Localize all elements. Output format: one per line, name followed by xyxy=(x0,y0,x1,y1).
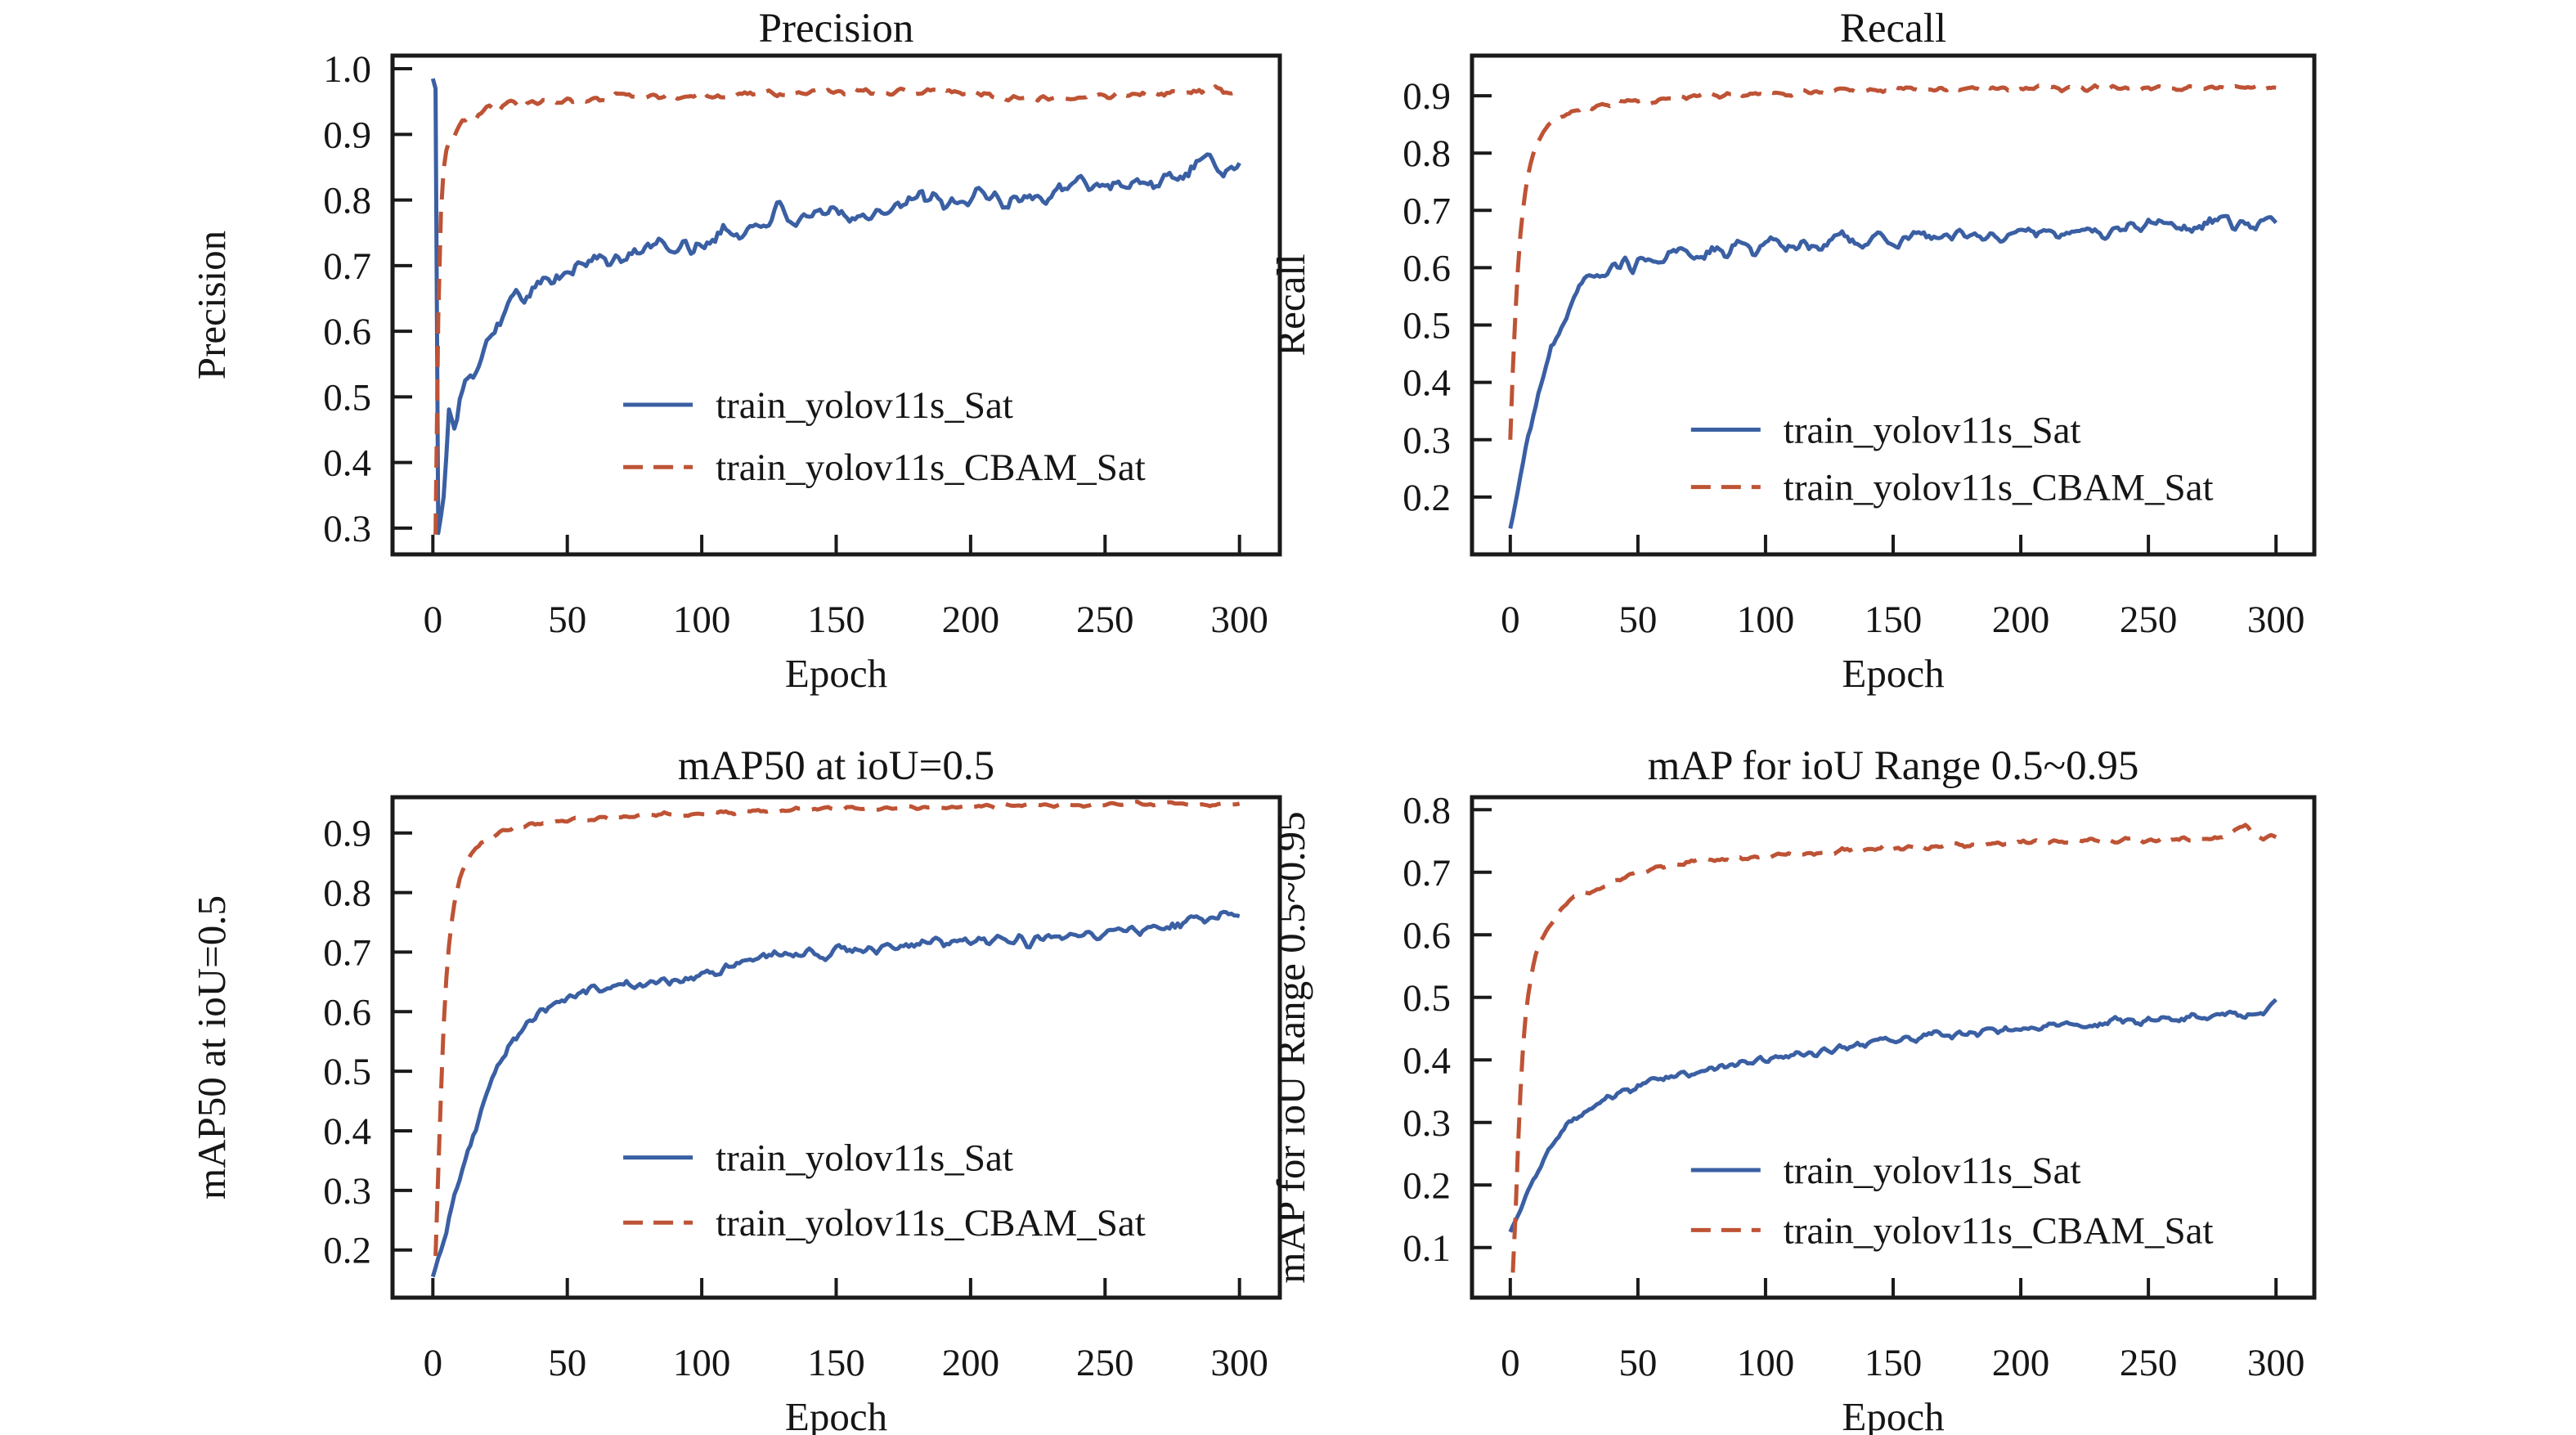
y-axis-label: Precision xyxy=(189,231,234,379)
series-line-cbam xyxy=(433,799,1241,1257)
legend-label: train_yolov11s_Sat xyxy=(1784,409,2081,451)
x-tick-label: 250 xyxy=(2120,1342,2178,1384)
y-tick-label: 0.6 xyxy=(1402,914,1451,957)
chart-3: 0 50 100 150 200 250 300 0.1 0.2 0.3 0.4 0.5 0.6 0.7 0… xyxy=(1268,789,2317,1435)
y-tick-label: 1.0 xyxy=(323,48,371,91)
series-line-cbam xyxy=(433,84,1241,535)
chart-0: 0 50 100 150 200 250 300 0.3 0.4 0.5 0.6 0.7 0.8 0.9 1… xyxy=(189,48,1282,696)
x-tick-label: 0 xyxy=(1501,599,1520,641)
y-axis-label: Recall xyxy=(1268,253,1313,356)
chart-title-map-range: mAP for ioU Range 0.5~0.95 xyxy=(1647,743,2139,789)
y-tick-label: 0.7 xyxy=(323,931,371,974)
y-tick-label: 0.5 xyxy=(323,1051,371,1093)
y-tick-label: 0.8 xyxy=(1402,789,1451,832)
y-tick-label: 0.7 xyxy=(323,245,371,288)
x-tick-label: 0 xyxy=(424,1342,443,1384)
y-tick-label: 0.2 xyxy=(1402,1164,1451,1207)
legend-label: train_yolov11s_CBAM_Sat xyxy=(1784,1209,2214,1252)
legend-label: train_yolov11s_CBAM_Sat xyxy=(1784,467,2214,509)
series-line-cbam xyxy=(1508,83,2277,440)
x-tick-label: 300 xyxy=(1210,1342,1268,1384)
y-tick-label: 0.9 xyxy=(1402,75,1451,118)
legend-label: train_yolov11s_Sat xyxy=(1784,1150,2081,1192)
y-tick-label: 0.3 xyxy=(1402,1102,1451,1145)
y-tick-label: 0.5 xyxy=(323,376,371,419)
series-line-base xyxy=(1508,213,2278,529)
x-axis-label: Epoch xyxy=(1842,651,1944,696)
x-tick-label: 0 xyxy=(1501,1342,1520,1384)
y-tick-label: 0.5 xyxy=(1402,977,1451,1020)
y-tick-label: 0.4 xyxy=(1402,1039,1451,1082)
y-tick-label: 0.4 xyxy=(323,442,371,485)
x-tick-label: 300 xyxy=(2247,599,2305,641)
y-tick-label: 0.7 xyxy=(1402,190,1451,232)
x-axis-label: Epoch xyxy=(785,651,887,696)
x-tick-label: 150 xyxy=(1865,599,1923,641)
x-tick-label: 100 xyxy=(673,1342,731,1384)
legend-label: train_yolov11s_CBAM_Sat xyxy=(716,446,1146,489)
y-tick-label: 0.2 xyxy=(323,1230,371,1272)
y-tick-label: 0.4 xyxy=(323,1110,371,1153)
x-tick-label: 250 xyxy=(1076,599,1134,641)
y-tick-label: 0.9 xyxy=(323,813,371,855)
y-tick-label: 0.3 xyxy=(1402,419,1451,462)
x-tick-label: 300 xyxy=(2247,1342,2305,1384)
legend-label: train_yolov11s_Sat xyxy=(716,384,1013,427)
y-tick-label: 0.3 xyxy=(323,1170,371,1213)
series-line-base xyxy=(1508,998,2278,1233)
x-tick-label: 150 xyxy=(1865,1342,1923,1384)
x-tick-label: 200 xyxy=(1992,1342,2050,1384)
y-axis-label: mAP50 at ioU=0.5 xyxy=(189,895,234,1200)
chart-title-precision: Precision xyxy=(758,6,914,52)
x-tick-label: 50 xyxy=(548,1342,586,1384)
y-tick-label: 0.9 xyxy=(323,114,371,156)
x-tick-label: 50 xyxy=(1618,599,1657,641)
x-tick-label: 200 xyxy=(942,1342,1000,1384)
series-line-base xyxy=(430,78,1241,536)
x-tick-label: 300 xyxy=(1210,599,1268,641)
y-tick-label: 0.8 xyxy=(323,180,371,222)
x-tick-label: 250 xyxy=(2120,599,2178,641)
chart-title-map50: mAP50 at ioU=0.5 xyxy=(677,743,995,789)
x-tick-label: 50 xyxy=(548,599,586,641)
y-tick-label: 0.6 xyxy=(1402,247,1451,289)
y-tick-label: 0.8 xyxy=(1402,132,1451,175)
legend-label: train_yolov11s_CBAM_Sat xyxy=(716,1202,1146,1244)
legend-label: train_yolov11s_Sat xyxy=(716,1137,1013,1180)
x-axis-label: Epoch xyxy=(1842,1394,1944,1435)
x-tick-label: 100 xyxy=(1737,1342,1795,1384)
y-tick-label: 0.4 xyxy=(1402,362,1451,405)
y-tick-label: 0.6 xyxy=(323,991,371,1034)
y-tick-label: 0.8 xyxy=(323,872,371,915)
y-tick-label: 0.7 xyxy=(1402,852,1451,895)
x-tick-label: 150 xyxy=(807,1342,865,1384)
chart-title-recall: Recall xyxy=(1839,6,1947,52)
x-tick-label: 100 xyxy=(1737,599,1795,641)
y-tick-label: 0.5 xyxy=(1402,305,1451,348)
y-tick-label: 0.2 xyxy=(1402,477,1451,519)
x-tick-label: 150 xyxy=(807,599,865,641)
x-tick-label: 250 xyxy=(1076,1342,1134,1384)
y-axis-label: mAP for ioU Range 0.5~0.95 xyxy=(1268,811,1313,1283)
y-tick-label: 0.6 xyxy=(323,311,371,353)
x-tick-label: 200 xyxy=(1992,599,2050,641)
x-tick-label: 0 xyxy=(424,599,443,641)
series-line-base xyxy=(430,909,1241,1278)
chart-1: 0 50 100 150 200 250 300 0.2 0.3 0.4 0.5 0.6 0.7 0.8 0… xyxy=(1268,53,2317,696)
x-tick-label: 50 xyxy=(1618,1342,1657,1384)
series-line-cbam xyxy=(1510,823,2278,1273)
x-tick-label: 100 xyxy=(673,599,731,641)
chart-2: 0 50 100 150 200 250 300 0.2 0.3 0.4 0.5 0.6 0.7 0.8 0… xyxy=(189,795,1282,1435)
y-tick-label: 0.3 xyxy=(323,508,371,550)
x-axis-label: Epoch xyxy=(785,1394,887,1435)
x-tick-label: 200 xyxy=(942,599,1000,641)
y-tick-label: 0.1 xyxy=(1402,1227,1451,1270)
